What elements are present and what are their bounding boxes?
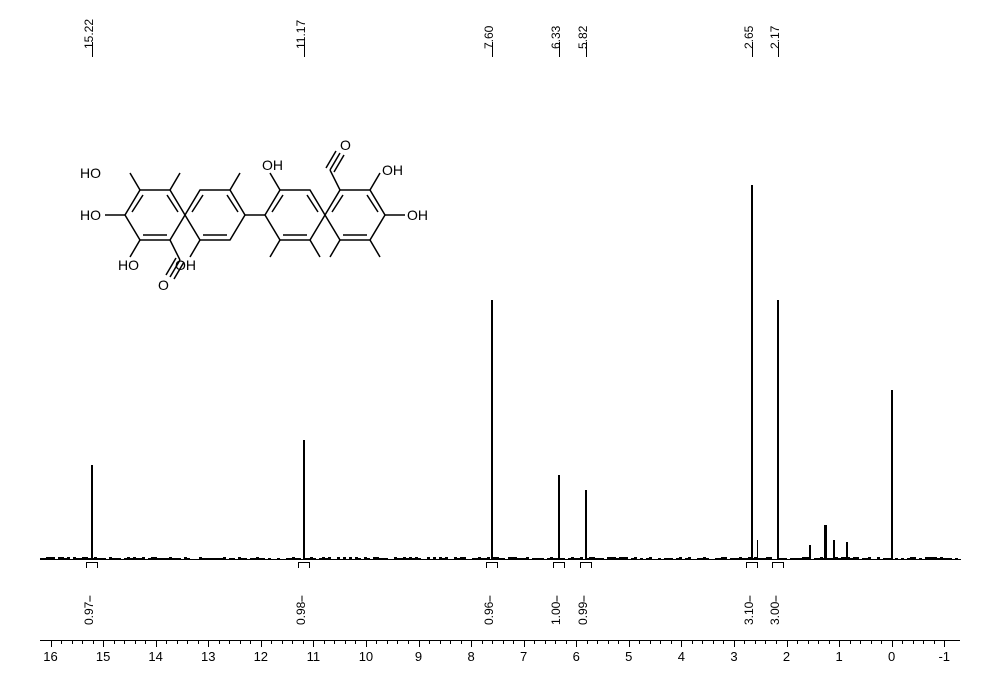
peak xyxy=(303,440,305,560)
peak-tick xyxy=(752,42,753,57)
axis-tick xyxy=(103,641,104,647)
integral-bracket xyxy=(86,562,98,567)
peak-label: 2.17 xyxy=(768,26,782,49)
peak xyxy=(777,300,779,560)
label-ho-1: HO xyxy=(80,165,101,181)
peak-label: 7.60 xyxy=(482,26,496,49)
axis-label: 14 xyxy=(148,649,162,664)
axis-tick xyxy=(576,641,577,647)
axis-tick xyxy=(156,641,157,647)
axis-tick xyxy=(313,641,314,647)
peak-label: 15.22 xyxy=(82,19,96,49)
integral-bracket xyxy=(772,562,784,567)
peak-tick xyxy=(92,42,93,57)
axis-tick xyxy=(51,641,52,647)
label-ho-3: HO xyxy=(118,257,139,273)
axis-tick xyxy=(471,641,472,647)
integral-label: 0.97⎯ xyxy=(82,596,97,625)
integral-bracket xyxy=(580,562,592,567)
axis-label: 15 xyxy=(96,649,110,664)
label-ho-2: HO xyxy=(80,207,101,223)
axis-tick xyxy=(366,641,367,647)
axis-label: 3 xyxy=(730,649,737,664)
label-oh-1: OH xyxy=(175,257,196,273)
axis-tick xyxy=(892,641,893,647)
axis-tick xyxy=(734,641,735,647)
integral-label: 1.00⎯ xyxy=(549,596,564,625)
axis-label: 4 xyxy=(678,649,685,664)
axis-tick xyxy=(419,641,420,647)
label-oh-4: OH xyxy=(407,207,428,223)
integral-area: 0.97⎯0.98⎯0.96⎯1.00⎯0.99⎯3.10⎯3.00⎯ xyxy=(40,560,960,620)
axis-tick xyxy=(629,641,630,647)
x-axis: 161514131211109876543210-1 xyxy=(40,640,960,670)
axis-label: -1 xyxy=(938,649,950,664)
peak-label: 5.82 xyxy=(576,26,590,49)
axis-label: 9 xyxy=(415,649,422,664)
peak xyxy=(751,185,753,560)
structure-svg: HO HO HO O OH OH O OH OH xyxy=(70,100,430,330)
axis-tick xyxy=(524,641,525,647)
axis-label: 8 xyxy=(467,649,474,664)
peak-label: 11.17 xyxy=(294,20,308,49)
peak-tick xyxy=(492,42,493,57)
peak xyxy=(891,390,893,560)
axis-label: 1 xyxy=(835,649,842,664)
axis-tick xyxy=(208,641,209,647)
integral-label: 3.10⎯ xyxy=(742,596,757,625)
peak-tick xyxy=(304,42,305,57)
peak xyxy=(585,490,587,560)
axis-label: 12 xyxy=(254,649,268,664)
axis-tick xyxy=(681,641,682,647)
integral-label: 0.99⎯ xyxy=(576,596,591,625)
peak xyxy=(91,465,93,560)
integral-bracket xyxy=(298,562,310,567)
chemical-structure: HO HO HO O OH OH O OH OH xyxy=(70,100,430,330)
peak-tick xyxy=(778,42,779,57)
axis-tick xyxy=(839,641,840,647)
axis-tick xyxy=(261,641,262,647)
integral-label: 0.96⎯ xyxy=(482,596,497,625)
axis-label: 16 xyxy=(43,649,57,664)
peak-tick xyxy=(586,42,587,57)
label-o-1: O xyxy=(158,277,169,293)
label-o-2: O xyxy=(340,137,351,153)
axis-label: 6 xyxy=(573,649,580,664)
axis-label: 2 xyxy=(783,649,790,664)
axis-label: 11 xyxy=(307,649,321,664)
axis-label: 10 xyxy=(359,649,373,664)
peak-label: 6.33 xyxy=(549,26,563,49)
integral-label: 3.00⎯ xyxy=(768,596,783,625)
axis-label: 13 xyxy=(201,649,215,664)
axis-label: 5 xyxy=(625,649,632,664)
axis-label: 7 xyxy=(520,649,527,664)
peak-tick xyxy=(559,42,560,57)
label-oh-3: OH xyxy=(382,162,403,178)
integral-bracket xyxy=(553,562,565,567)
peak xyxy=(824,525,827,560)
axis-tick xyxy=(787,641,788,647)
integral-label: 0.98⎯ xyxy=(294,596,309,625)
peak xyxy=(558,475,560,560)
integral-bracket xyxy=(486,562,498,567)
peak xyxy=(491,300,493,560)
peak-label: 2.65 xyxy=(742,26,756,49)
integral-bracket xyxy=(746,562,758,567)
axis-tick xyxy=(944,641,945,647)
label-oh-2: OH xyxy=(262,157,283,173)
axis-label: 0 xyxy=(888,649,895,664)
